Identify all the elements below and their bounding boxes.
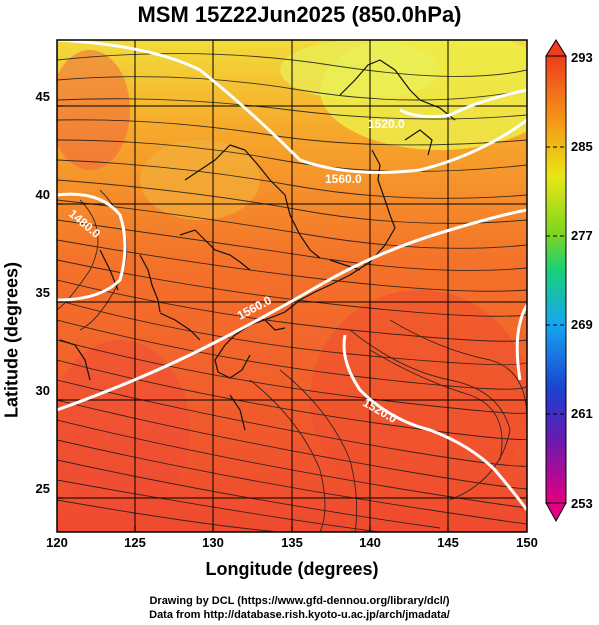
height-contours: [57, 40, 527, 511]
lat-tick-label: 45: [35, 89, 50, 104]
lon-tick-label: 150: [516, 535, 538, 550]
lat-tick-label: 25: [35, 481, 50, 496]
colorbar-tick-label: 277: [571, 228, 593, 243]
contour-label: 1560.0: [325, 172, 362, 186]
credit-line-data: Data from http://database.rish.kyoto-u.a…: [149, 609, 450, 621]
lat-tick-label: 30: [35, 383, 50, 398]
streamlines: [57, 53, 527, 532]
colorbar-tick-label: 261: [571, 406, 593, 421]
chart-title: MSM 15Z22Jun2025 (850.0hPa): [137, 2, 462, 27]
lat-tick-label: 35: [35, 285, 50, 300]
lon-tick-label: 130: [202, 535, 224, 550]
lon-tick-label: 140: [359, 535, 381, 550]
grid-lines: [57, 40, 527, 532]
colorbar-tick-label: 253: [571, 496, 593, 511]
axis-ticks: [57, 105, 449, 532]
y-axis-label: Latitude (degrees): [0, 261, 24, 419]
lon-tick-label: 135: [281, 535, 303, 550]
colorbar: [545, 39, 567, 523]
lon-tick-label: 120: [46, 535, 68, 550]
colorbar-tick-label: 285: [571, 139, 593, 154]
lon-tick-label: 145: [437, 535, 459, 550]
y-axis-label-text: Latitude (degrees): [1, 261, 22, 419]
contour-label: 1520.0: [368, 117, 405, 131]
colorbar-tick-label: 293: [571, 50, 593, 65]
colorbar-tick-label: 269: [571, 317, 593, 332]
lon-tick-label: 125: [124, 535, 146, 550]
lat-tick-label: 40: [35, 187, 50, 202]
x-axis-label: Longitude (degrees): [205, 559, 379, 579]
credit-line-drawing: Drawing by DCL (https://www.gfd-dennou.o…: [149, 595, 450, 607]
